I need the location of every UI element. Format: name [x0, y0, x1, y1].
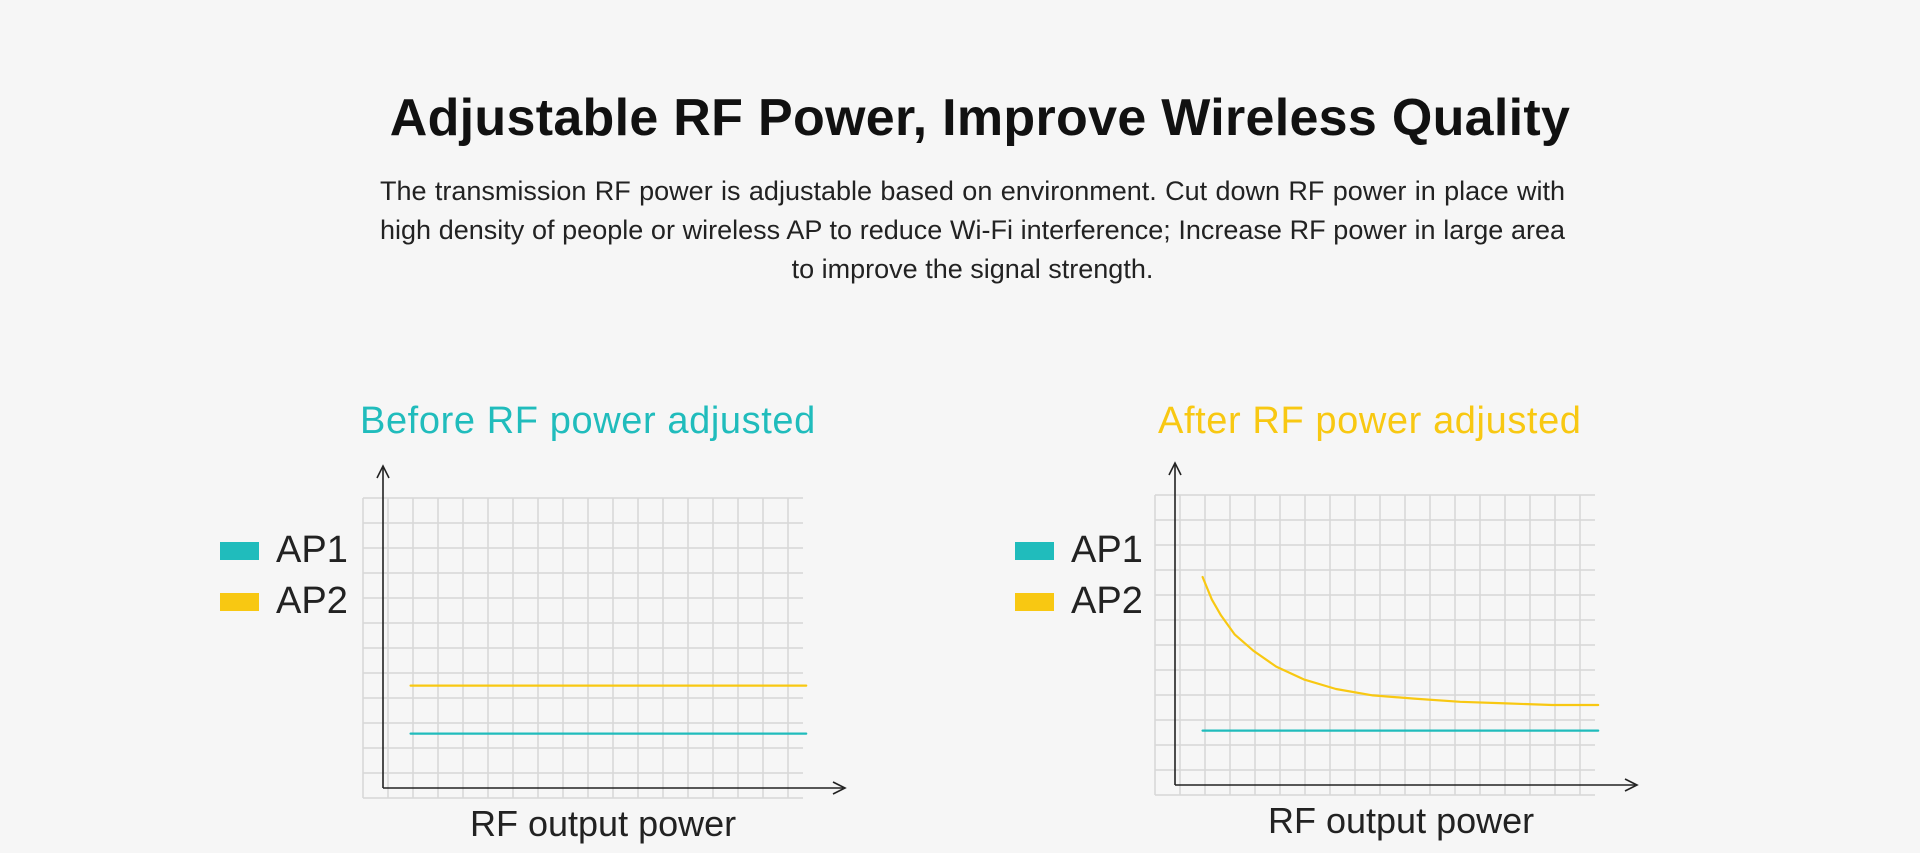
chart-after-x-axis-label: RF output power [1268, 800, 1535, 841]
legend-swatch-ap2 [220, 592, 259, 611]
intro-paragraph: The transmission RF power is adjustable … [380, 176, 1565, 284]
chart-before-x-axis-label: RF output power [470, 803, 737, 844]
legend-item-ap1: AP1 [220, 525, 348, 576]
legend-item-ap2: AP2 [220, 576, 348, 627]
chart-after-title: After RF power adjusted [1158, 400, 1582, 442]
legend-label-ap1: AP1 [1071, 529, 1143, 571]
chart-before-legend: AP1 AP2 [220, 525, 348, 627]
chart-after: After RF power adjusted AP1 AP2 RF outpu… [995, 400, 1715, 853]
chart-after-plot [1154, 461, 1639, 796]
grid [362, 497, 803, 799]
y-axis-arrow [376, 464, 390, 479]
legend-label-ap2: AP2 [1071, 580, 1143, 622]
legend-label-ap2: AP2 [276, 580, 348, 622]
grid [1154, 494, 1595, 796]
legend-swatch-ap2 [1015, 592, 1054, 611]
x-axis-arrow [832, 781, 847, 795]
chart-before-title: Before RF power adjusted [360, 400, 816, 442]
legend-swatch-ap1 [220, 541, 259, 560]
legend-label-ap1: AP1 [276, 529, 348, 571]
chart-after-legend: AP1 AP2 [1015, 525, 1143, 627]
legend-item-ap1: AP1 [1015, 525, 1143, 576]
legend-item-ap2: AP2 [1015, 576, 1143, 627]
legend-swatch-ap1 [1015, 541, 1054, 560]
chart-before: Before RF power adjusted AP1 AP2 RF outp… [200, 400, 920, 853]
chart-before-plot [362, 464, 847, 799]
x-axis-arrow [1624, 778, 1639, 792]
y-axis-arrow [1168, 461, 1182, 476]
page-title: Adjustable RF Power, Improve Wireless Qu… [389, 89, 1571, 147]
series-line-ap2 [1201, 575, 1600, 707]
